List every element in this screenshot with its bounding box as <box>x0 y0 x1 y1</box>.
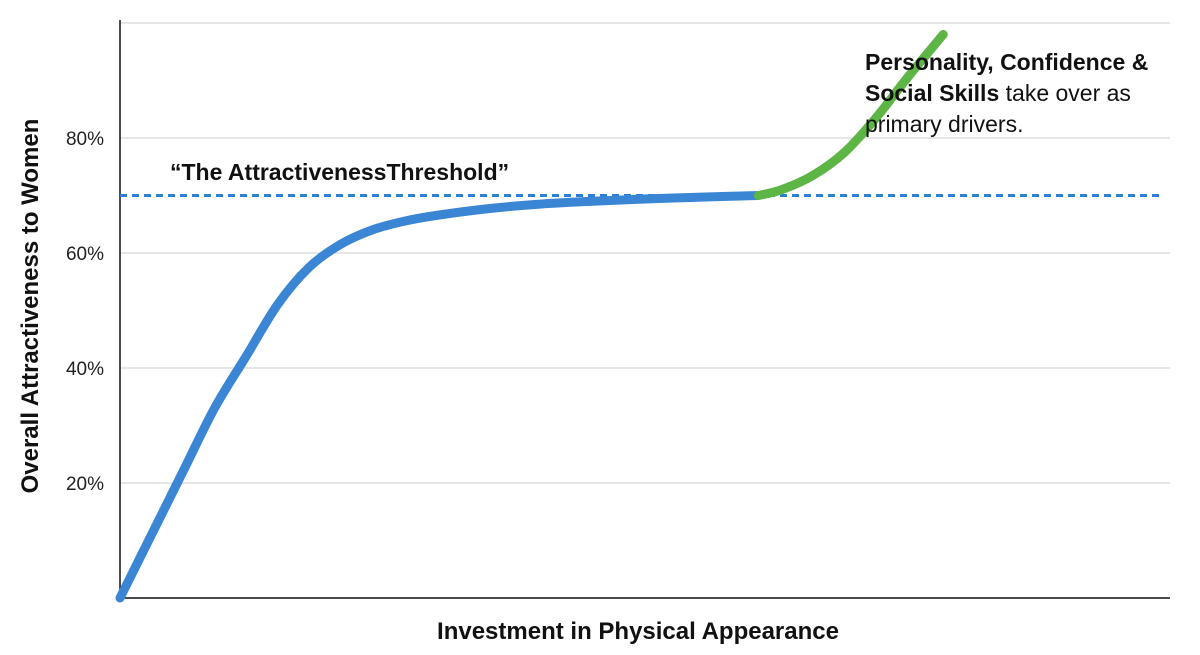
threshold-label: “The AttractivenessThreshold” <box>170 159 509 185</box>
y-tick-label: 40% <box>66 359 104 380</box>
annotation-line-2-bold: Social Skills <box>865 80 999 106</box>
annotation-line-1: Personality, Confidence & <box>865 49 1148 75</box>
y-tick-label: 60% <box>66 244 104 265</box>
annotation-line-2-rest: take over as <box>999 80 1131 106</box>
y-axis-label: Overall Attractiveness to Women <box>17 119 44 494</box>
series-line-green <box>753 30 948 200</box>
y-tick-label: 80% <box>66 129 104 150</box>
series-line-blue <box>115 191 763 603</box>
x-axis-label: Investment in Physical Appearance <box>437 618 839 645</box>
annotation-line-3: primary drivers. <box>865 111 1023 137</box>
annotation-text: Personality, Confidence & Social Skills … <box>865 49 1155 137</box>
grid <box>120 22 1170 484</box>
series <box>115 30 948 603</box>
y-ticks: 20% 40% 60% 80% <box>66 129 104 495</box>
y-tick-label: 20% <box>66 474 104 495</box>
